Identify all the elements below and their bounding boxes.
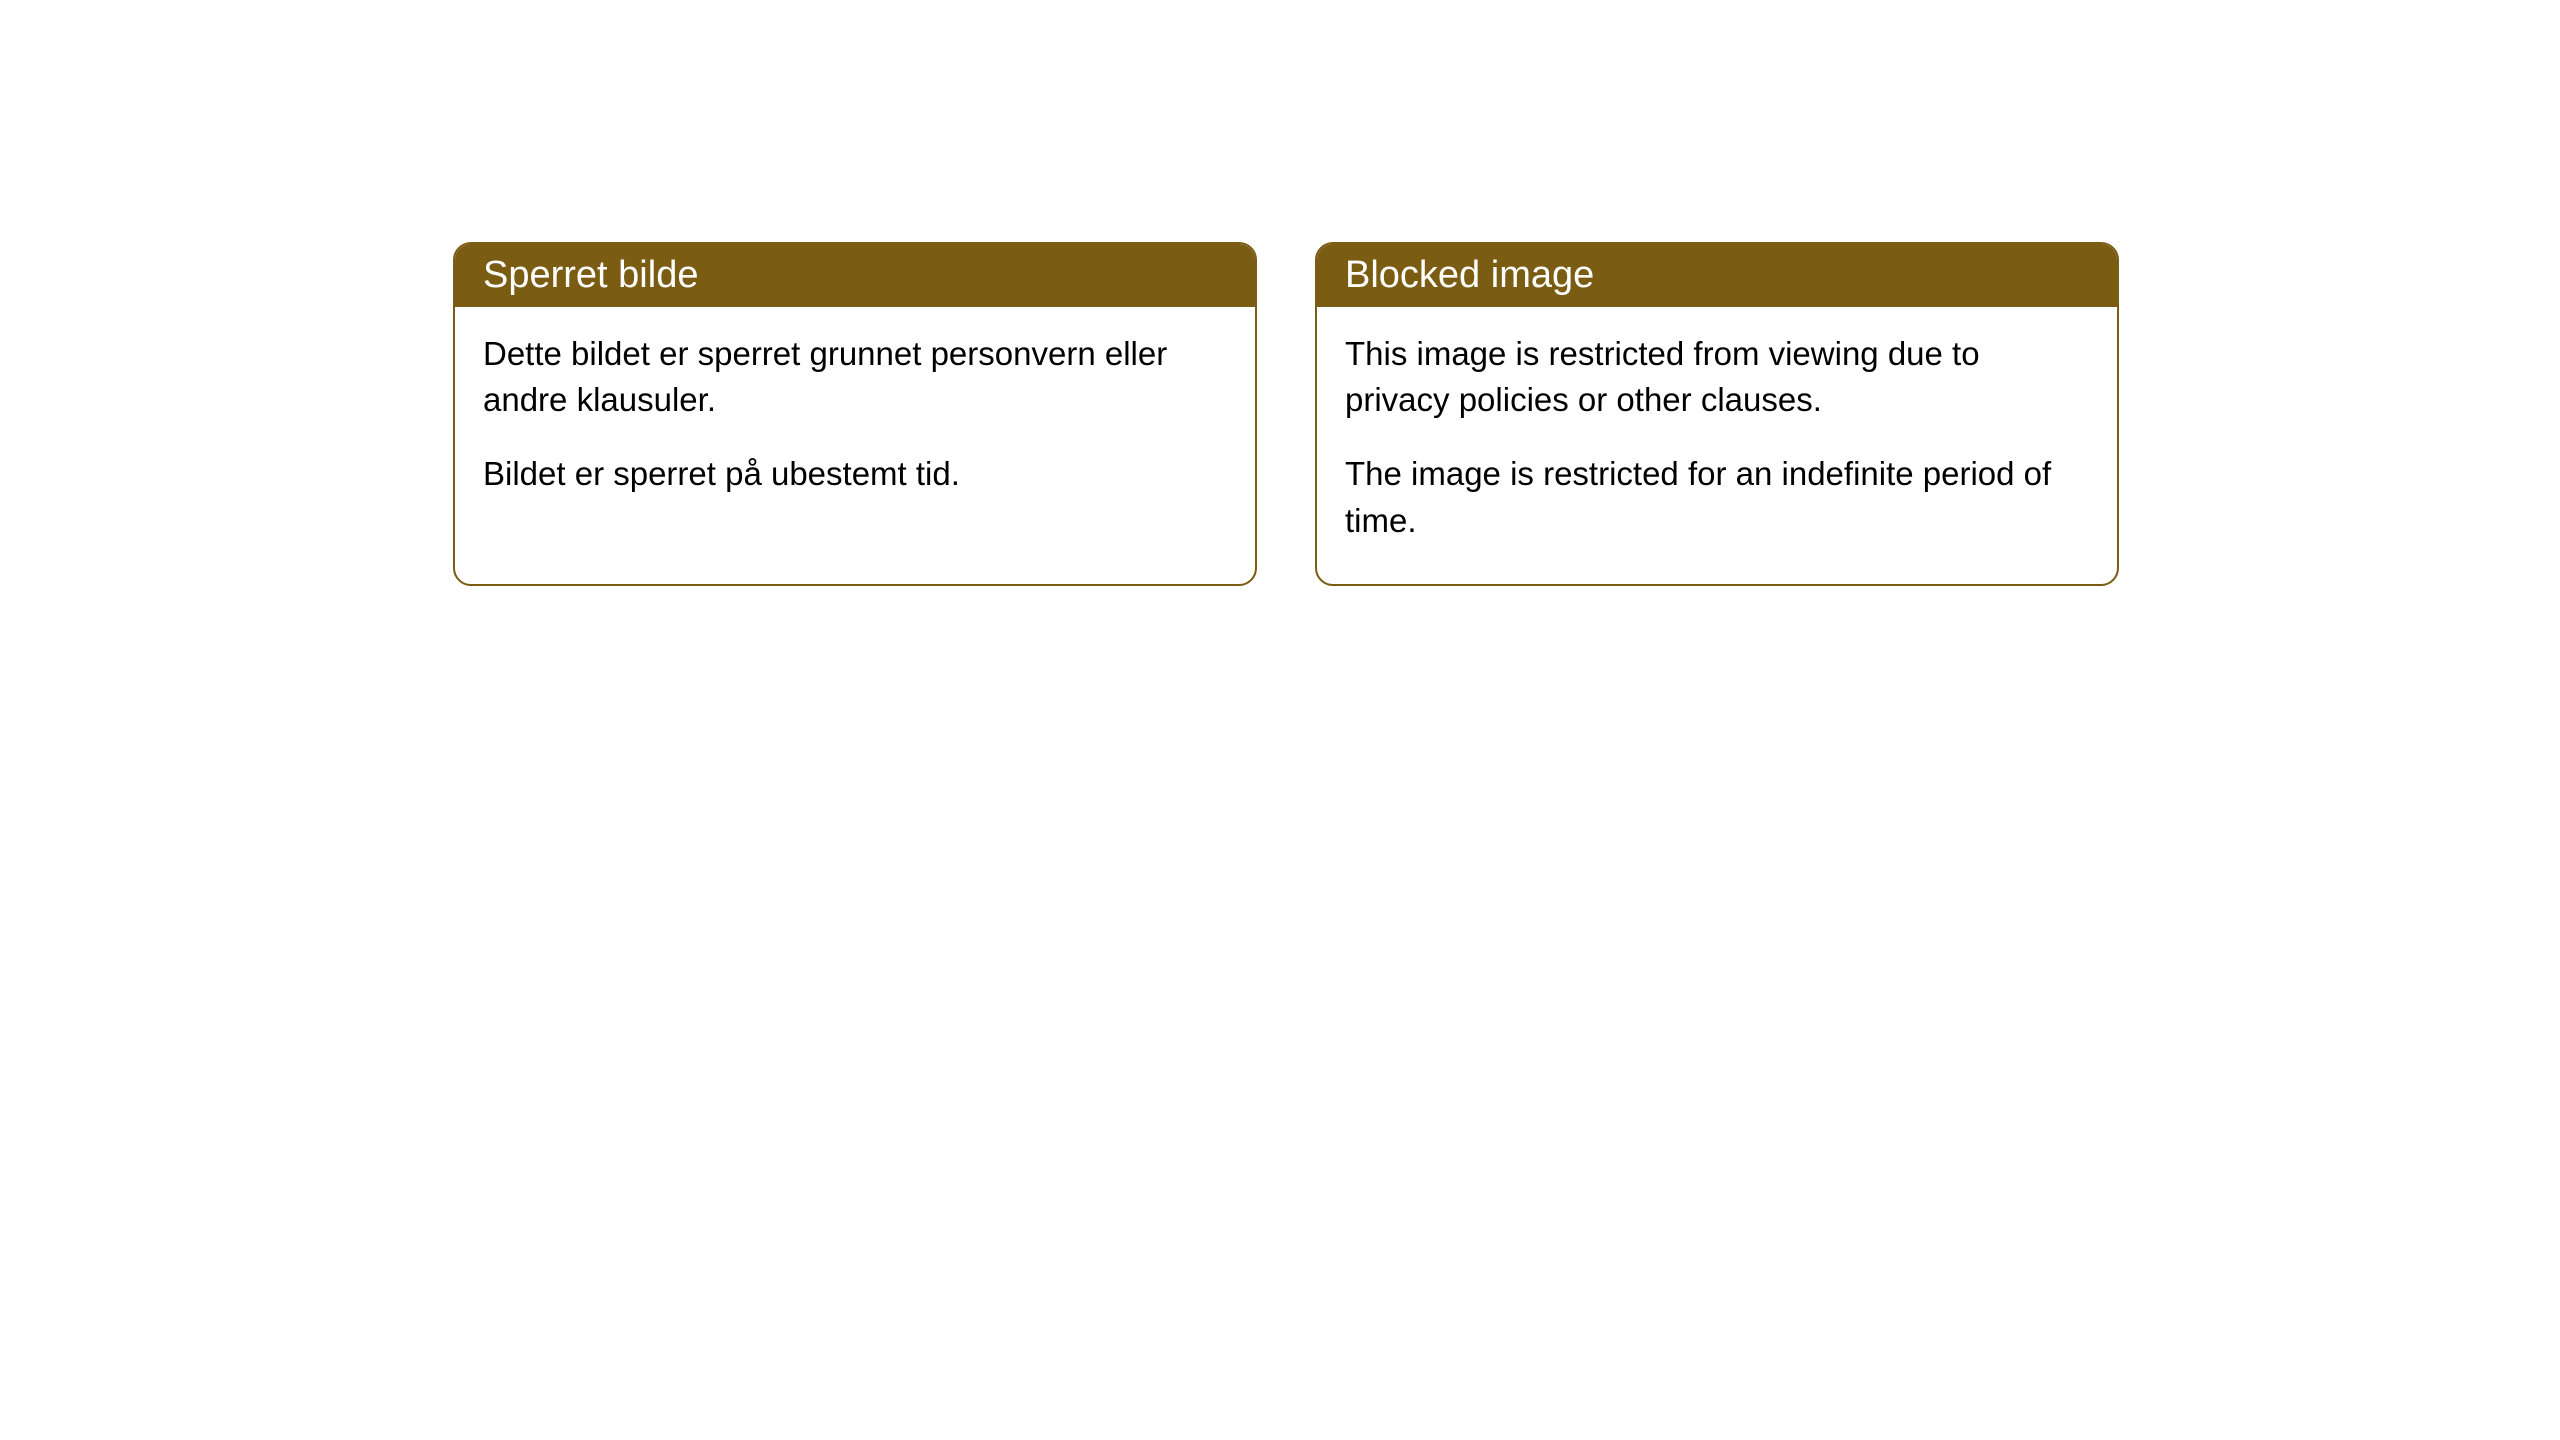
english-paragraph-2: The image is restricted for an indefinit… bbox=[1345, 451, 2089, 543]
english-card-header: Blocked image bbox=[1317, 244, 2117, 307]
norwegian-card-header: Sperret bilde bbox=[455, 244, 1255, 307]
english-notice-card: Blocked image This image is restricted f… bbox=[1315, 242, 2119, 586]
norwegian-paragraph-1: Dette bildet er sperret grunnet personve… bbox=[483, 331, 1227, 423]
norwegian-notice-card: Sperret bilde Dette bildet er sperret gr… bbox=[453, 242, 1257, 586]
norwegian-card-title: Sperret bilde bbox=[483, 254, 698, 296]
norwegian-card-body: Dette bildet er sperret grunnet personve… bbox=[455, 307, 1255, 538]
english-paragraph-1: This image is restricted from viewing du… bbox=[1345, 331, 2089, 423]
norwegian-paragraph-2: Bildet er sperret på ubestemt tid. bbox=[483, 451, 1227, 497]
english-card-body: This image is restricted from viewing du… bbox=[1317, 307, 2117, 584]
notice-cards-container: Sperret bilde Dette bildet er sperret gr… bbox=[453, 242, 2119, 586]
english-card-title: Blocked image bbox=[1345, 254, 1594, 296]
